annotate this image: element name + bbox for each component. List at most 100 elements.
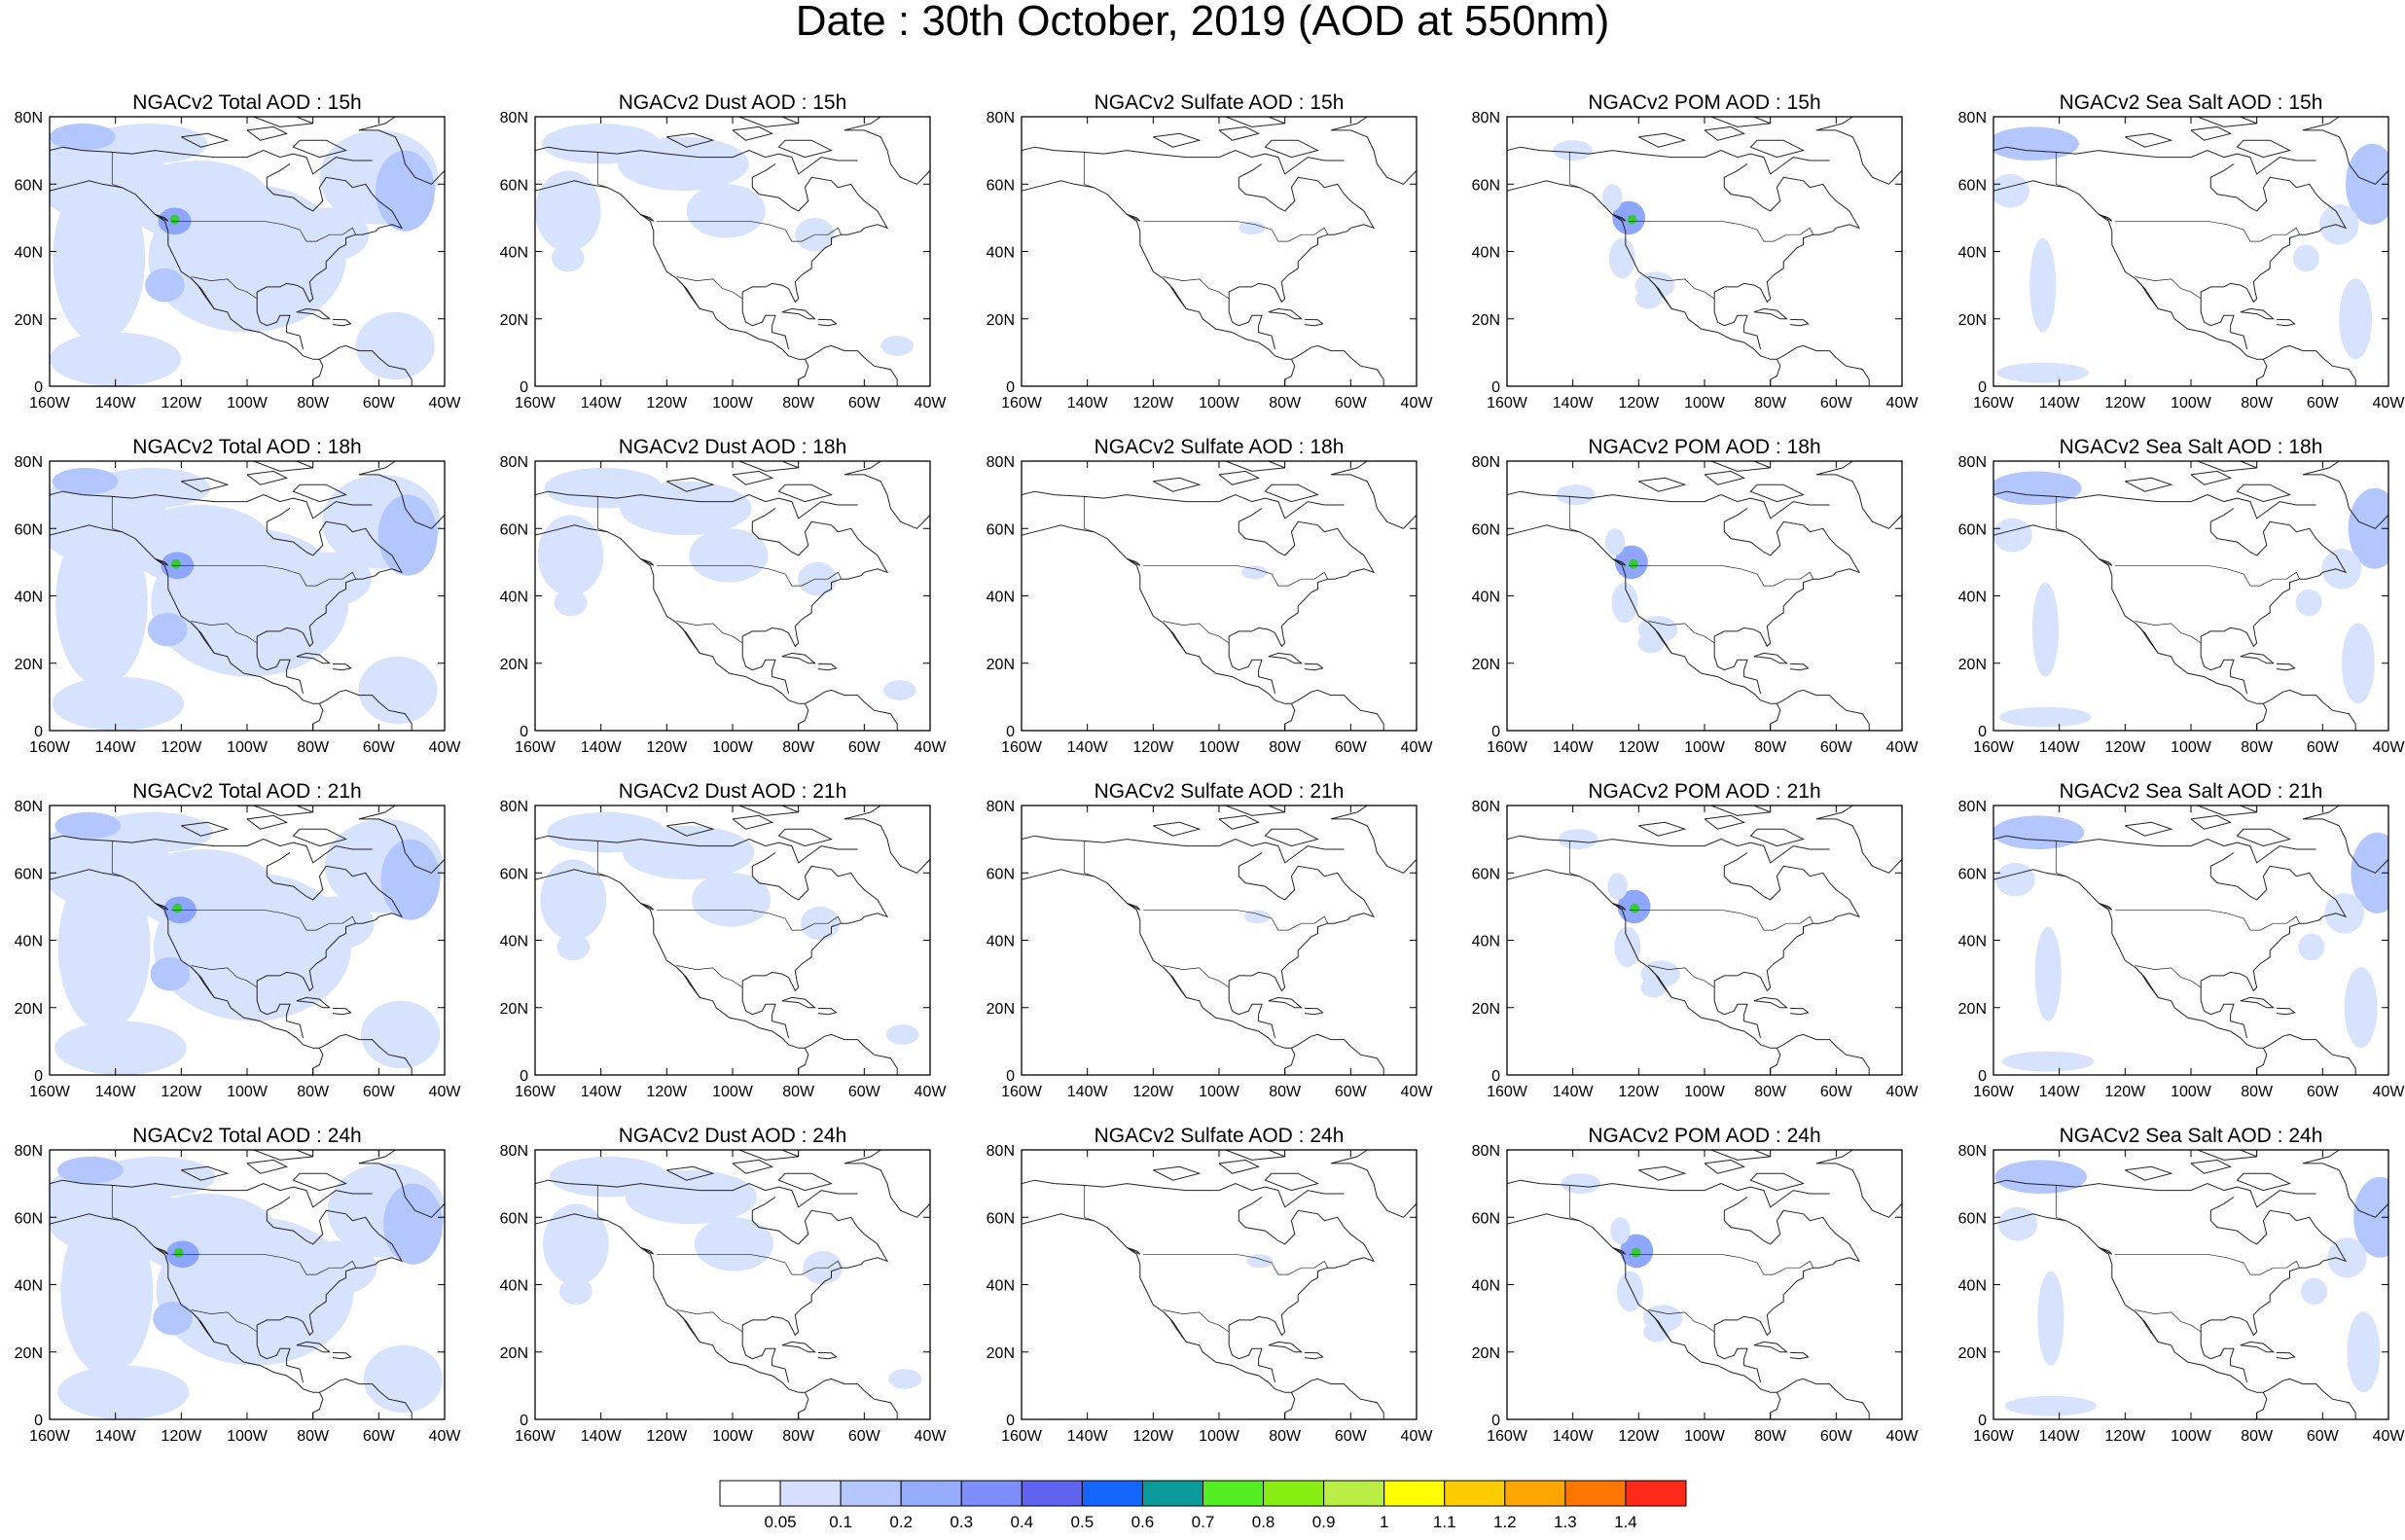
panel-pom-aod-18h: NGACv2 POM AOD : 18h 160W 140W 120W 100W 80W 6… [1472, 436, 1920, 764]
lon-tick-label: 140W [2039, 395, 2081, 412]
island [1264, 483, 1319, 503]
aod-patch [52, 467, 119, 495]
lon-tick-label: 80W [2241, 739, 2274, 756]
lon-tick-label: 120W [646, 1428, 688, 1445]
lon-tick-label: 160W [515, 395, 556, 412]
coastline [844, 461, 930, 529]
island [666, 1165, 715, 1181]
aod-patch [60, 1206, 154, 1376]
island [1612, 1246, 1627, 1255]
aod-patch [375, 150, 435, 232]
coastline [1789, 663, 1810, 671]
colorbar-swatch [960, 1480, 1023, 1507]
border [2115, 220, 2301, 242]
lon-tick-label: 160W [1973, 739, 2015, 756]
aod-patch [380, 839, 441, 920]
lat-tick-label: 80N [500, 110, 528, 126]
lon-tick-label: 40W [1401, 395, 1434, 412]
coastline [2200, 987, 2247, 1039]
lat-tick-label: 80N [1958, 799, 1987, 815]
coastline [2276, 1351, 2296, 1360]
island [640, 557, 655, 566]
lat-tick-label: 20N [987, 312, 1015, 329]
lon-tick-label: 40W [1886, 1428, 1920, 1445]
coastline [781, 307, 816, 320]
coastline [817, 1007, 838, 1016]
aod-patch [1604, 528, 1626, 555]
coastline [805, 1033, 898, 1075]
lat-tick-label: 60N [500, 521, 528, 538]
map-plot: 160W 140W 120W 100W 80W 60W 40W 80N 60N 40N 20N 0 [15, 110, 462, 412]
lat-tick-label: 80N [1472, 110, 1500, 126]
lon-tick-label: 60W [2307, 1084, 2340, 1100]
coastline [1507, 180, 1777, 360]
aod-patch [1637, 632, 1665, 654]
island [1638, 132, 1687, 148]
island [640, 1246, 655, 1255]
aod-field [1241, 565, 1269, 580]
colorbar-swatch [840, 1480, 902, 1507]
coastlines [1022, 806, 1417, 1075]
coastline [535, 180, 806, 360]
lon-tick-label: 100W [227, 1084, 269, 1100]
lat-tick-label: 60N [1472, 1210, 1500, 1227]
coastline [798, 359, 809, 386]
coastline [1815, 117, 1902, 185]
coastline [1304, 318, 1324, 327]
coastline [1777, 689, 1870, 731]
coastline [1753, 1341, 1788, 1353]
coastline [741, 643, 789, 695]
coastline [256, 1197, 404, 1337]
border [111, 1185, 123, 1222]
coastline [535, 1213, 806, 1393]
island [246, 814, 289, 830]
island [1749, 828, 1805, 847]
lon-tick-label: 80W [1269, 1084, 1302, 1100]
lon-tick-label: 40W [2373, 1084, 2405, 1100]
coastline [50, 835, 373, 864]
island [1710, 117, 1771, 127]
aod-patch [355, 311, 435, 380]
panel-sulfate-aod-21h: NGACv2 Sulfate AOD : 21h 160W 140W 120W 100W… [987, 780, 1434, 1108]
coastline [256, 508, 404, 648]
panel-dust-aod-24h: NGACv2 Dust AOD : 24h 160W 140W 120W 100W 80W… [500, 1125, 948, 1452]
lon-tick-label: 40W [429, 1084, 462, 1100]
border [111, 841, 123, 877]
coastline [1228, 643, 1275, 695]
lon-tick-label: 60W [2307, 395, 2340, 412]
coastline [1507, 146, 1830, 175]
coastline [676, 277, 700, 309]
coastlines [50, 806, 445, 1075]
lon-tick-label: 160W [1973, 395, 2015, 412]
coastline [312, 1048, 324, 1075]
border [1163, 621, 1230, 644]
panel-title: NGACv2 Sea Salt AOD : 18h [2059, 436, 2323, 458]
coastline [319, 1033, 413, 1075]
panel-title: NGACv2 POM AOD : 24h [1588, 1125, 1821, 1147]
border [676, 276, 743, 300]
aod-patch [692, 873, 772, 927]
panel-total-aod-18h: NGACv2 Total AOD : 18h 160W 140W 120W 100W 80… [15, 436, 462, 764]
lat-tick-label: 20N [1472, 657, 1500, 673]
coastline [332, 1351, 352, 1360]
panel-sulfate-aod-15h: NGACv2 Sulfate AOD : 15h 160W 140W 120W 100W… [987, 91, 1434, 419]
coastline [1713, 299, 1761, 350]
lon-tick-label: 140W [1067, 1428, 1109, 1445]
lat-tick-label: 60N [15, 866, 43, 882]
island [2197, 461, 2257, 472]
island [253, 1150, 313, 1161]
lon-tick-label: 120W [1132, 739, 1174, 756]
border [596, 496, 608, 533]
island [2099, 213, 2113, 222]
plume-core [1630, 903, 1640, 913]
border [171, 564, 357, 587]
lon-tick-label: 60W [1820, 1428, 1853, 1445]
panel-title: NGACv2 Dust AOD : 24h [618, 1125, 847, 1147]
map-plot: 160W 140W 120W 100W 80W 60W 40W 80N 60N 40N 20N 0 [15, 799, 462, 1100]
border [1143, 1253, 1329, 1275]
lon-tick-label: 120W [1618, 739, 1660, 756]
panel-total-aod-15h: NGACv2 Total AOD : 15h 160W 140W 120W 100W 80… [15, 91, 462, 419]
coastline [1993, 1213, 2264, 1393]
border [111, 496, 123, 533]
coastline [2263, 1033, 2356, 1075]
